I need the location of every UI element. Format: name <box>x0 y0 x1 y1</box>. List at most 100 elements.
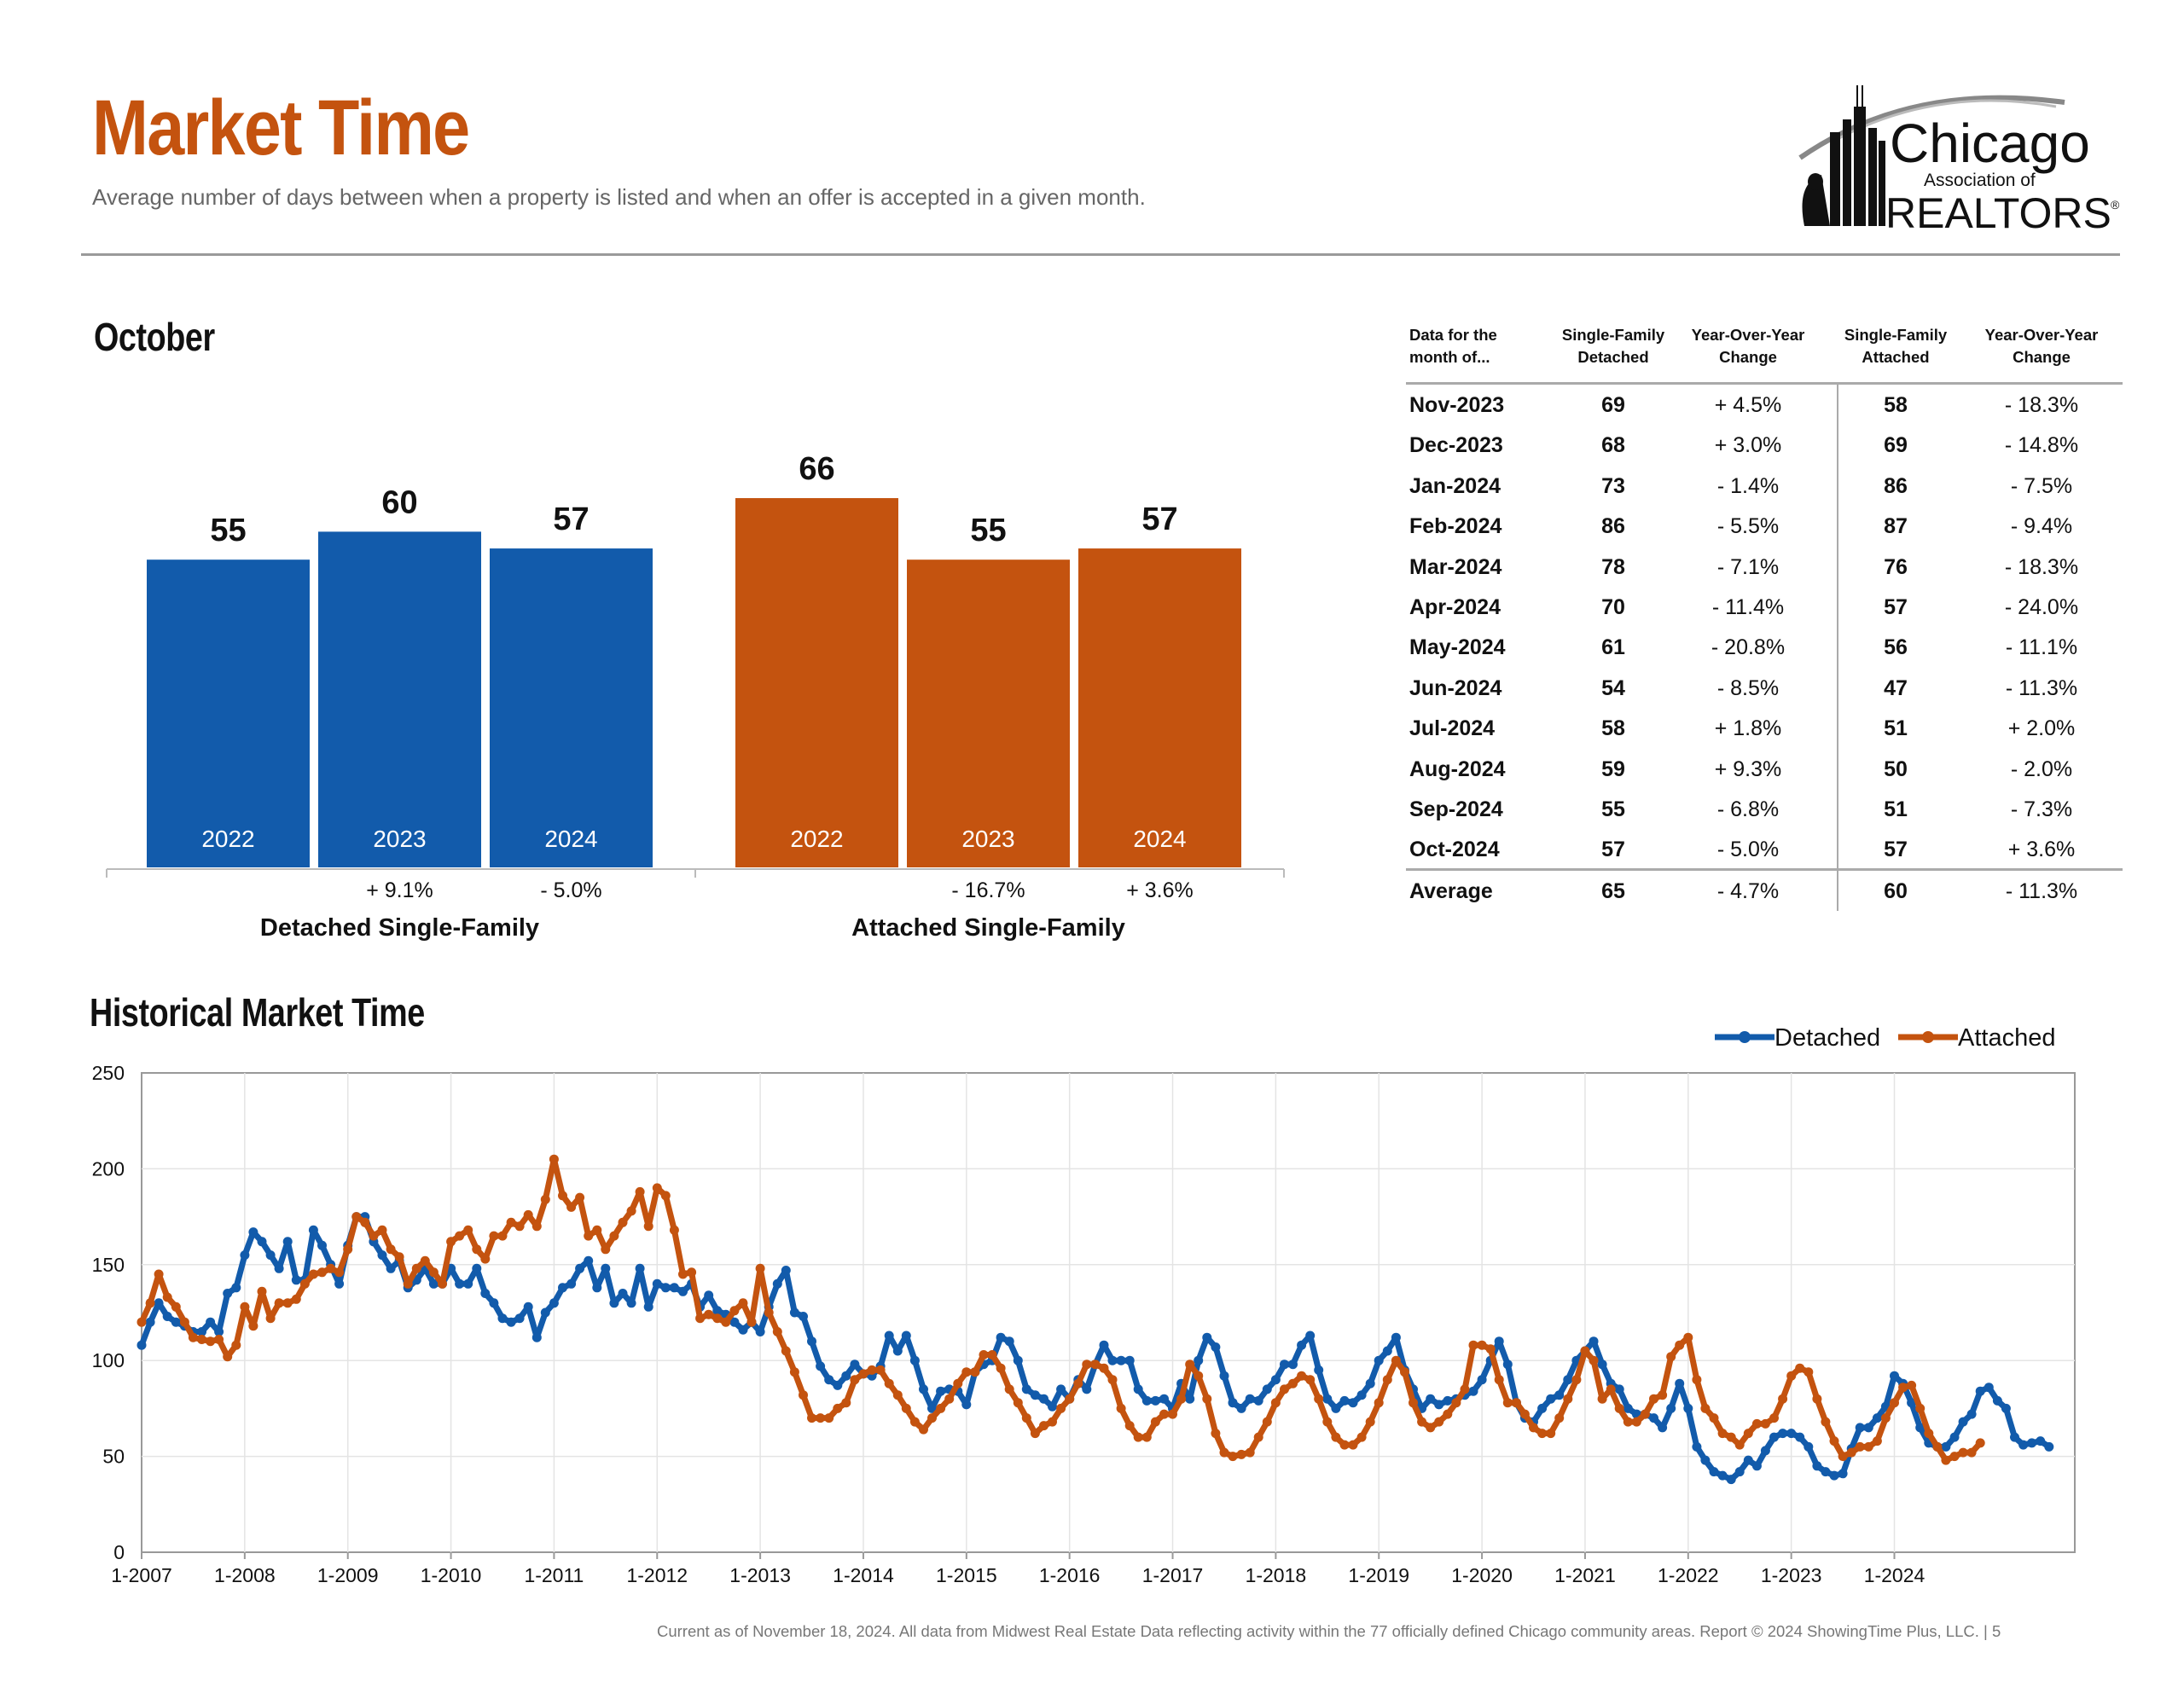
data-point <box>1880 1413 1891 1423</box>
data-point <box>386 1244 396 1255</box>
table-cell: 55 <box>1601 797 1625 821</box>
page-title: Market Time <box>92 84 470 171</box>
data-point <box>145 1298 155 1308</box>
x-tick-label: 1-2009 <box>317 1564 379 1586</box>
table-cell: + 9.3% <box>1714 757 1782 781</box>
bar-year-label: 2023 <box>373 826 426 852</box>
data-point <box>1494 1375 1504 1385</box>
data-point <box>1709 1413 1719 1423</box>
y-tick-label: 50 <box>102 1446 125 1468</box>
legend-marker <box>1739 1031 1751 1043</box>
data-point <box>1270 1375 1281 1385</box>
data-point <box>1778 1429 1788 1439</box>
data-point <box>291 1275 301 1285</box>
bar-value-label: 55 <box>970 513 1006 548</box>
data-point <box>1717 1429 1728 1439</box>
data-point <box>738 1325 748 1335</box>
table-cell: Mar-2024 <box>1409 554 1502 579</box>
table-cell: 86 <box>1884 473 1908 498</box>
data-point <box>996 1332 1006 1342</box>
data-point <box>643 1301 653 1312</box>
data-point <box>1048 1401 1057 1412</box>
table-cell: 70 <box>1601 595 1625 619</box>
table-cell: 78 <box>1601 554 1625 579</box>
data-point <box>472 1244 482 1255</box>
data-point <box>369 1231 379 1241</box>
data-point <box>540 1307 550 1318</box>
data-point <box>197 1335 206 1344</box>
table-row: Jun-2024 54 - 8.5% 47 - 11.3% <box>1406 669 2123 709</box>
x-tick-label: 1-2013 <box>729 1564 791 1586</box>
table-cell: - 20.8% <box>1711 635 1786 660</box>
table-row: Nov-2023 69 + 4.5% 58 - 18.3% <box>1406 386 2123 426</box>
data-point <box>996 1363 1006 1373</box>
data-point <box>171 1317 181 1327</box>
data-point <box>455 1231 465 1241</box>
data-point <box>961 1400 972 1410</box>
data-point <box>1099 1363 1109 1373</box>
data-point <box>1262 1384 1272 1394</box>
data-point <box>592 1225 602 1235</box>
x-tick-label: 1-2023 <box>1761 1564 1822 1586</box>
table-cell: - 11.3% <box>2005 675 2078 700</box>
data-point <box>1116 1355 1126 1365</box>
table-cell: Average <box>1409 879 1493 903</box>
table-cell: - 4.7% <box>1716 879 1780 903</box>
data-point <box>1374 1398 1384 1408</box>
table-row: Mar-2024 78 - 7.1% 76 - 18.3% <box>1406 548 2123 588</box>
data-point <box>248 1321 258 1331</box>
data-point <box>1288 1378 1298 1388</box>
data-point <box>1202 1394 1212 1404</box>
data-point <box>386 1263 396 1273</box>
table-cell: - 24.0% <box>2004 595 2079 619</box>
data-point <box>403 1278 413 1289</box>
data-point <box>1400 1367 1409 1377</box>
legend-marker <box>1922 1031 1934 1043</box>
data-point <box>506 1217 516 1227</box>
data-point <box>1494 1336 1504 1347</box>
data-point <box>892 1346 903 1356</box>
data-point <box>704 1290 714 1301</box>
data-point <box>1683 1332 1693 1342</box>
data-point <box>1890 1398 1899 1408</box>
data-point <box>1563 1375 1573 1385</box>
data-point <box>1391 1332 1401 1342</box>
data-point <box>1297 1371 1307 1381</box>
data-point <box>472 1263 482 1273</box>
data-point <box>411 1263 421 1273</box>
data-point <box>1941 1441 1951 1452</box>
data-point <box>909 1355 920 1365</box>
data-point <box>953 1378 963 1388</box>
data-point <box>1640 1409 1650 1419</box>
data-point <box>428 1278 439 1289</box>
table-cell: Feb-2024 <box>1409 514 1502 539</box>
bar-value-label: 57 <box>553 501 589 537</box>
data-point <box>850 1359 860 1370</box>
data-point <box>223 1289 233 1298</box>
bar-value-label: 60 <box>381 484 417 520</box>
table-row: Oct-2024 57 - 5.0% 57 + 3.6% <box>1406 830 2123 870</box>
data-point <box>772 1278 782 1289</box>
data-point <box>1185 1394 1195 1404</box>
data-point <box>1546 1429 1556 1439</box>
data-point <box>1039 1394 1048 1404</box>
data-point <box>1426 1394 1436 1404</box>
data-point <box>1228 1398 1238 1408</box>
data-point <box>1846 1447 1856 1458</box>
bar-year-label: 2022 <box>790 826 843 852</box>
table-cell: Jan-2024 <box>1409 473 1502 498</box>
data-point <box>1658 1423 1668 1433</box>
data-point <box>523 1209 533 1220</box>
data-point <box>2010 1432 2019 1442</box>
table-header-rule <box>1406 382 2123 385</box>
data-point <box>721 1317 731 1327</box>
data-point <box>1855 1423 1865 1433</box>
data-point <box>1443 1395 1453 1406</box>
data-point <box>1176 1394 1187 1404</box>
header-divider <box>81 253 2120 256</box>
data-point <box>1194 1371 1204 1381</box>
data-point <box>824 1413 834 1423</box>
data-point <box>1597 1359 1607 1370</box>
data-point <box>514 1313 525 1324</box>
data-point <box>1666 1352 1676 1362</box>
